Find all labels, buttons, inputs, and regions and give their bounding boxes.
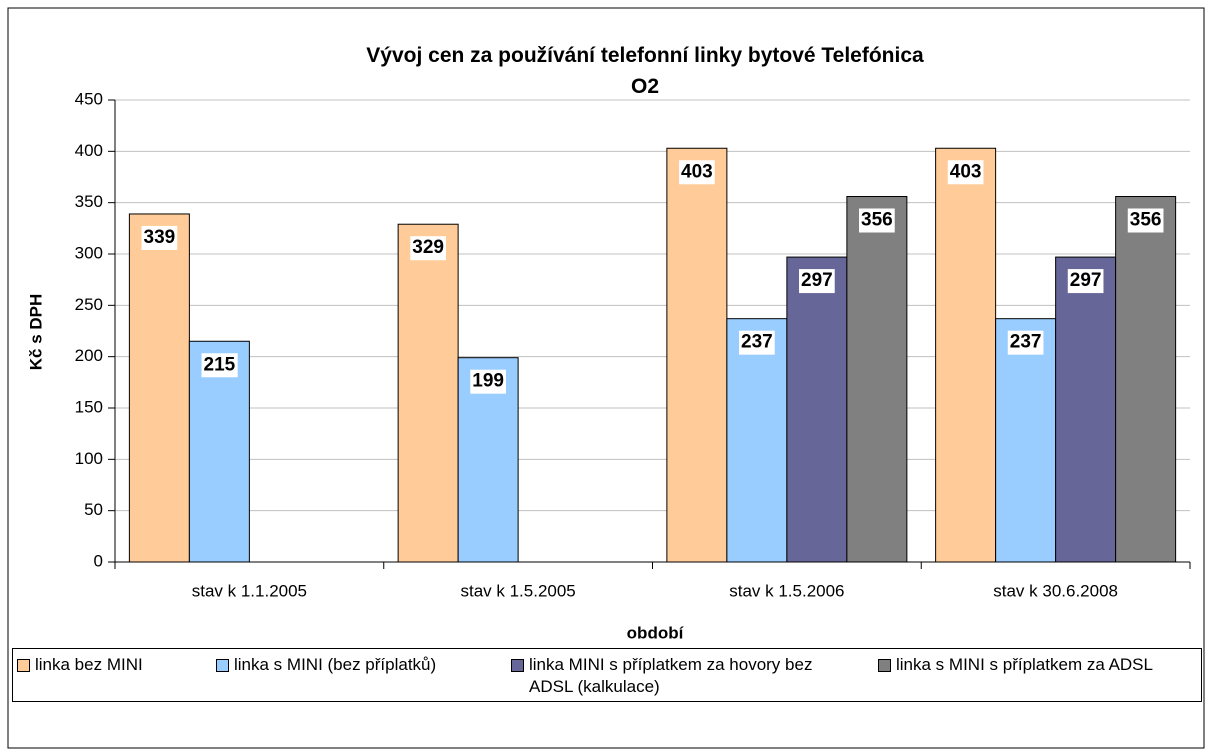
data-label-group: 356 [1127, 208, 1164, 233]
data-label-box [739, 330, 775, 355]
data-label-box [410, 236, 446, 261]
data-label-group: 329 [410, 236, 446, 261]
bar [128, 213, 190, 563]
data-label-group: 199 [470, 369, 506, 394]
x-tick-label: stav k 1.5.2006 [729, 581, 844, 600]
legend-label: linka s MINI (bez příplatků) [234, 655, 437, 674]
legend: linka bez MINI linka s MINI (bez příplatk… [12, 648, 1202, 702]
chart-title: Vývoj cen za používání telefonní linky b… [366, 44, 924, 98]
bar [1115, 196, 1177, 563]
data-label-box [470, 369, 506, 394]
data-label: 356 [1130, 210, 1162, 231]
legend-label: linka s MINI s příplatkem za ADSL [896, 655, 1153, 674]
legend-swatch [17, 659, 30, 672]
y-tick-label: 150 [75, 397, 103, 416]
bar [786, 256, 848, 563]
data-label: 403 [681, 161, 713, 182]
y-tick-label: 400 [75, 141, 103, 160]
data-label: 215 [204, 354, 236, 375]
data-label-group: 297 [1067, 269, 1104, 294]
data-label-box [141, 225, 178, 250]
bar [726, 318, 788, 563]
bar [1055, 256, 1117, 563]
data-label-group: 403 [947, 160, 984, 185]
legend-swatch [511, 659, 524, 672]
data-label-group: 356 [859, 208, 895, 233]
bar [935, 147, 997, 563]
x-axis-label: období [627, 623, 685, 642]
data-label: 329 [412, 237, 444, 258]
data-label-box [859, 208, 895, 233]
data-label-group: 403 [679, 160, 715, 185]
data-label-box [679, 160, 715, 185]
legend-label: linka MINI s příplatkem za hovory bez AD… [529, 655, 813, 696]
data-label: 297 [1070, 270, 1102, 291]
y-tick-label: 100 [75, 449, 103, 468]
y-tick-label: 300 [75, 243, 103, 262]
data-label: 403 [950, 161, 982, 182]
data-label: 339 [144, 227, 176, 248]
y-tick-label: 250 [75, 295, 103, 314]
y-tick-label: 200 [75, 346, 103, 365]
data-label: 237 [1010, 332, 1042, 353]
data-label: 297 [801, 270, 833, 291]
bar [846, 196, 908, 563]
data-label-group: 237 [1007, 330, 1044, 355]
bar [995, 318, 1057, 563]
legend-item: linka MINI s příplatkem za hovory bez AD… [511, 654, 841, 698]
x-tick-label: stav k 1.1.2005 [192, 581, 307, 600]
legend-swatch [878, 659, 891, 672]
y-axis-label: Kč s DPH [26, 294, 45, 371]
data-label: 199 [472, 371, 504, 392]
data-label-group: 215 [201, 353, 238, 378]
legend-item: linka s MINI (bez příplatků) [216, 654, 506, 676]
legend-swatch [216, 659, 229, 672]
data-label: 356 [861, 210, 893, 231]
data-label-group: 297 [799, 269, 835, 294]
x-tick-label: stav k 1.5.2005 [460, 581, 575, 600]
data-label: 237 [741, 332, 773, 353]
y-tick-label: 350 [75, 192, 103, 211]
legend-item: linka s MINI s příplatkem za ADSL [878, 654, 1198, 676]
data-label-box [1007, 330, 1044, 355]
y-tick-label: 450 [75, 89, 103, 108]
bar [666, 147, 728, 563]
data-label-box [799, 269, 835, 294]
data-label-box [947, 160, 984, 185]
data-label-box [201, 353, 238, 378]
data-label-group: 339 [141, 225, 178, 250]
x-tick-label: stav k 30.6.2008 [993, 581, 1118, 600]
data-label-box [1127, 208, 1164, 233]
legend-label: linka bez MINI [35, 655, 143, 674]
data-label-box [1067, 269, 1104, 294]
legend-item: linka bez MINI [17, 654, 207, 676]
y-tick-label: 0 [94, 551, 103, 570]
bar [397, 223, 459, 563]
y-tick-label: 50 [84, 500, 103, 519]
data-label-group: 237 [739, 330, 775, 355]
